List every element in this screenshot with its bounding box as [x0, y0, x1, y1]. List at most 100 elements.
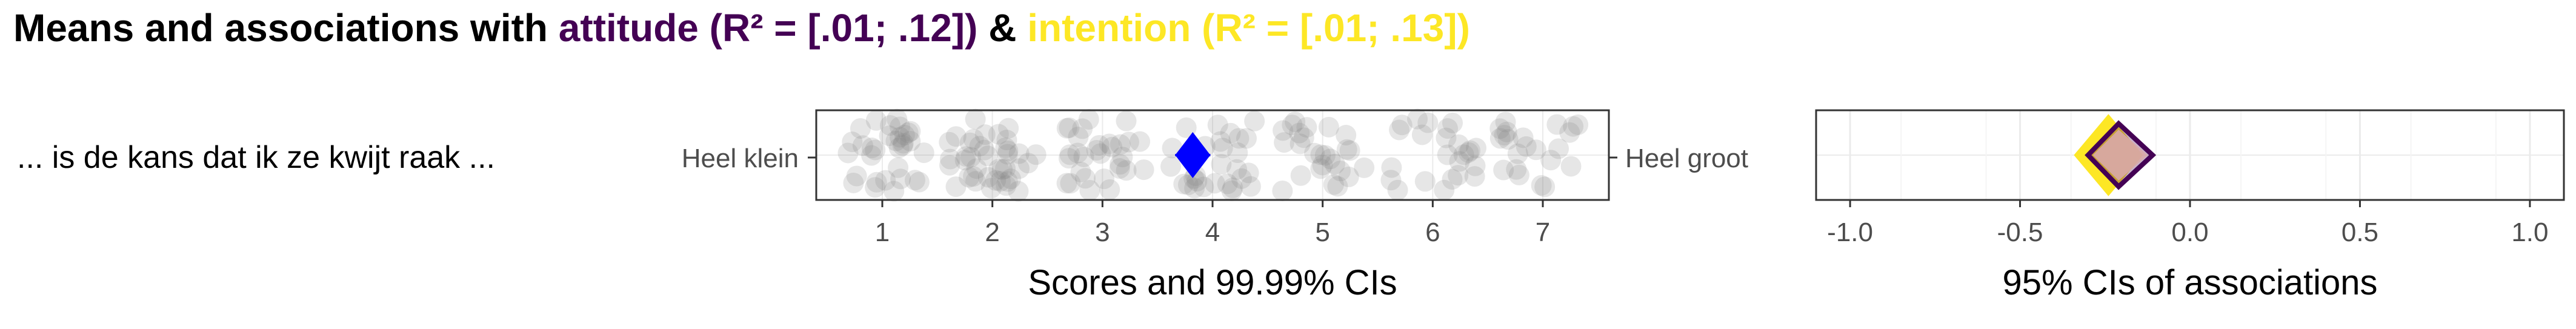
title-intention: intention (R² = [.01; .13]): [1027, 6, 1470, 50]
means-tick-label: 1: [875, 218, 890, 247]
score-point: [1381, 157, 1402, 178]
score-point: [997, 141, 1019, 162]
score-point: [1534, 176, 1556, 198]
score-point: [1222, 178, 1243, 199]
score-point: [1088, 135, 1110, 156]
score-point: [959, 167, 980, 188]
score-point: [865, 110, 887, 131]
score-point: [1387, 179, 1408, 201]
associations-tick-label: 0.5: [2341, 218, 2378, 247]
score-point: [1437, 118, 1459, 139]
score-point: [1238, 162, 1259, 184]
score-point: [966, 158, 987, 179]
score-point: [1460, 140, 1481, 161]
score-point: [1118, 131, 1139, 153]
means-tick-label: 6: [1425, 218, 1440, 247]
overlap-fill: [2092, 130, 2148, 181]
score-point: [892, 135, 913, 156]
title-prefix: Means and associations with: [13, 6, 559, 50]
score-point: [1310, 144, 1331, 165]
score-point: [1327, 176, 1348, 197]
score-point: [1442, 168, 1463, 190]
left-anchor-label: Heel klein: [682, 144, 799, 173]
score-point: [1324, 153, 1345, 174]
score-point: [1506, 159, 1527, 180]
means-tick-label: 3: [1095, 218, 1110, 247]
score-point: [1273, 120, 1294, 141]
score-point: [1507, 143, 1528, 164]
score-point: [997, 171, 1018, 192]
score-point: [1060, 173, 1081, 194]
score-point: [1282, 115, 1303, 136]
score-point: [1226, 159, 1248, 180]
right-anchor-label: Heel groot: [1625, 144, 1748, 173]
score-point: [956, 146, 977, 167]
score-point: [1314, 145, 1336, 166]
score-point: [995, 158, 1016, 179]
score-point: [1017, 153, 1039, 174]
means-x-axis-title: Scores and 99.99% CIs: [1028, 263, 1397, 302]
score-point: [977, 145, 999, 167]
score-point: [965, 171, 987, 192]
score-point: [879, 115, 900, 136]
jitter-points: [837, 108, 1589, 202]
score-point: [1559, 122, 1580, 143]
score-point: [1417, 112, 1439, 133]
means-x-axis: 1 2 3 4 5 6 7: [875, 200, 1550, 247]
score-point: [1339, 140, 1360, 161]
score-point: [945, 176, 967, 198]
score-point: [1389, 119, 1410, 141]
score-point: [1073, 146, 1094, 167]
score-point: [1130, 131, 1151, 152]
score-point: [996, 175, 1017, 196]
score-point: [1540, 150, 1562, 171]
score-point: [1531, 174, 1552, 196]
score-point: [1212, 138, 1233, 159]
score-point: [1000, 168, 1021, 190]
score-point: [1272, 180, 1293, 201]
associations-tick-label: -1.0: [1827, 218, 1873, 247]
score-point: [1210, 131, 1231, 152]
score-point: [1177, 174, 1199, 196]
score-point: [1497, 129, 1519, 150]
score-point: [885, 130, 907, 151]
score-point: [1494, 125, 1515, 146]
score-point: [1568, 114, 1589, 135]
score-point: [1304, 142, 1325, 164]
score-point: [1204, 173, 1225, 194]
score-point: [1228, 128, 1250, 149]
score-point: [992, 159, 1013, 180]
score-point: [1289, 122, 1310, 144]
score-point: [890, 127, 911, 148]
score-point: [866, 171, 887, 193]
means-tick-label: 2: [985, 218, 999, 247]
score-point: [1437, 144, 1458, 165]
score-point: [1112, 147, 1133, 168]
score-point: [939, 131, 960, 153]
score-point: [1099, 179, 1120, 200]
score-point: [980, 178, 1002, 199]
title-attitude: attitude (R² = [.01; .12]): [559, 6, 978, 50]
score-point: [1312, 155, 1333, 176]
score-point: [1074, 168, 1096, 189]
score-point: [900, 121, 921, 142]
score-point: [1318, 116, 1339, 138]
score-point: [1184, 178, 1205, 199]
score-point: [879, 125, 900, 147]
score-point: [894, 125, 915, 146]
score-point: [977, 167, 999, 188]
score-point: [985, 170, 1007, 191]
score-point: [1560, 156, 1582, 177]
score-point: [1244, 110, 1265, 131]
means-panel: Heel klein Heel groot 1 2 3 4 5 6 7 Scores and…: [682, 108, 1748, 302]
associations-x-axis: -1.0 -0.5 0.0 0.5 1.0: [1827, 200, 2548, 247]
score-point: [1310, 158, 1331, 179]
score-point: [1116, 110, 1137, 131]
score-point: [959, 132, 980, 153]
score-point: [995, 137, 1016, 158]
score-point: [1465, 138, 1486, 159]
score-point: [1093, 168, 1114, 190]
score-point: [1176, 117, 1197, 138]
score-point: [1449, 151, 1470, 172]
